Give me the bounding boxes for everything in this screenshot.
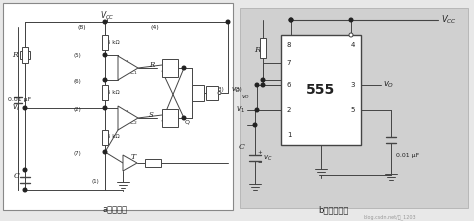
Text: 5 kΩ: 5 kΩ [107, 40, 119, 44]
Circle shape [255, 83, 259, 87]
Text: (2): (2) [73, 107, 81, 112]
Circle shape [218, 91, 221, 95]
Text: blog.csdn.net/小_1203: blog.csdn.net/小_1203 [364, 214, 416, 220]
Circle shape [103, 106, 107, 110]
Text: 6: 6 [287, 82, 291, 88]
Bar [240, 8, 468, 208]
Bar [206, 86, 218, 100]
Circle shape [182, 116, 186, 120]
Text: 7: 7 [287, 60, 291, 66]
Bar [162, 59, 178, 77]
Bar [102, 85, 108, 100]
Text: 8: 8 [287, 42, 291, 48]
Circle shape [23, 168, 27, 172]
Circle shape [349, 33, 353, 37]
Text: +: + [257, 151, 262, 156]
Circle shape [349, 18, 353, 22]
Text: −: − [122, 69, 129, 78]
Circle shape [261, 83, 265, 87]
Bar [260, 38, 266, 58]
Text: 5 kΩ: 5 kΩ [107, 135, 119, 139]
Text: &: & [195, 88, 201, 97]
Text: 4: 4 [351, 42, 355, 48]
Text: (4): (4) [151, 25, 159, 29]
Text: $v_i$: $v_i$ [12, 103, 20, 113]
Text: 1: 1 [210, 88, 214, 97]
Circle shape [289, 18, 293, 22]
Polygon shape [123, 155, 137, 171]
Text: T: T [130, 153, 136, 161]
Bar [281, 35, 361, 145]
Text: R: R [254, 46, 260, 54]
Bar [102, 130, 108, 145]
Bar [162, 109, 178, 127]
Text: Q: Q [185, 120, 190, 124]
Text: $v_1$: $v_1$ [236, 105, 245, 115]
Text: 555: 555 [306, 83, 336, 97]
Text: 3: 3 [351, 82, 355, 88]
Text: (5): (5) [73, 53, 81, 59]
Bar [22, 47, 28, 63]
Text: $V_{CC}$: $V_{CC}$ [100, 10, 114, 22]
Text: 2: 2 [287, 107, 291, 113]
Text: b）简化电路: b）简化电路 [318, 206, 348, 215]
Text: (1): (1) [91, 179, 99, 183]
Text: $v_O$: $v_O$ [383, 80, 394, 90]
Circle shape [182, 66, 186, 70]
Bar [192, 85, 204, 101]
Text: C: C [14, 172, 20, 180]
Bar [145, 159, 161, 167]
Text: 1: 1 [287, 132, 291, 138]
Circle shape [253, 123, 257, 127]
Text: −: − [257, 160, 262, 164]
Text: 5 kΩ: 5 kΩ [107, 90, 119, 95]
Text: −: − [122, 118, 129, 128]
Circle shape [23, 106, 27, 110]
Polygon shape [118, 56, 138, 80]
Text: C: C [239, 143, 245, 151]
Text: 5: 5 [351, 107, 355, 113]
Bar [102, 35, 108, 50]
Text: $C_1$: $C_1$ [129, 69, 138, 77]
Circle shape [23, 188, 27, 192]
Text: $V_{CC}$: $V_{CC}$ [441, 14, 457, 26]
Text: R: R [149, 61, 154, 69]
Text: +: + [123, 109, 129, 118]
Text: &: & [166, 114, 173, 122]
Circle shape [261, 78, 265, 82]
Text: $v_C$: $v_C$ [263, 153, 273, 163]
Circle shape [103, 150, 107, 154]
Circle shape [103, 53, 107, 57]
Text: $C_2$: $C_2$ [129, 118, 138, 128]
Circle shape [103, 20, 107, 24]
Text: +: + [123, 59, 129, 69]
Text: 0.01 μF: 0.01 μF [396, 152, 419, 158]
Circle shape [103, 78, 107, 82]
Text: &: & [166, 63, 173, 72]
Text: a）电路图: a）电路图 [102, 206, 128, 215]
Text: $v_O$: $v_O$ [231, 85, 241, 95]
Text: (8): (8) [78, 25, 86, 29]
Bar [20, 51, 30, 59]
Text: 0.01 μF: 0.01 μF [8, 97, 31, 103]
Polygon shape [118, 106, 138, 130]
Bar [3, 3, 233, 210]
Text: (3): (3) [216, 86, 224, 91]
Circle shape [289, 18, 293, 22]
Text: (6): (6) [73, 78, 81, 84]
Text: (3): (3) [234, 88, 242, 93]
Circle shape [255, 108, 259, 112]
Circle shape [226, 20, 230, 24]
Text: S: S [149, 111, 154, 119]
Text: R: R [12, 51, 18, 59]
Text: $v_O$: $v_O$ [241, 93, 250, 101]
Text: (7): (7) [73, 151, 81, 156]
